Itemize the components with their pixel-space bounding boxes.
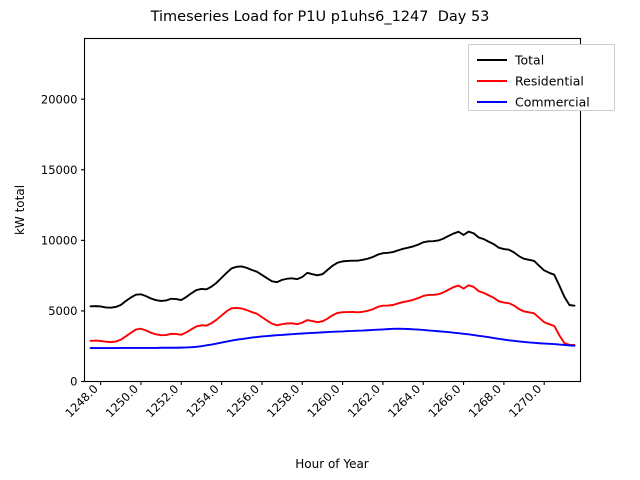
x-tick-label: 1264.0 [385, 382, 423, 420]
y-tick-label: 15000 [41, 163, 78, 177]
x-tick-label: 1258.0 [264, 382, 302, 420]
x-tick-label: 1256.0 [224, 382, 262, 420]
x-tick-label: 1252.0 [143, 382, 181, 420]
chart-legend: Total Residential Commercial [468, 44, 615, 111]
page-title: Timeseries Load for P1U p1uhs6_1247 Day … [150, 9, 490, 25]
y-tick-label: 5000 [48, 304, 77, 318]
x-tick-label: 1266.0 [425, 382, 463, 420]
x-tick-label: 1268.0 [466, 382, 504, 420]
x-tick-label: 1250.0 [103, 382, 141, 420]
y-tick-label: 20000 [41, 92, 78, 106]
data-series-group [89, 230, 576, 349]
legend-label-commercial: Commercial [515, 95, 590, 110]
x-tick-label: 1262.0 [345, 382, 383, 420]
y-tick-label: 10000 [41, 234, 78, 248]
series-line-total [89, 230, 576, 309]
plot-axes-frame [83, 37, 582, 383]
legend-entries: Total Residential Commercial [477, 53, 590, 110]
y-axis-ticks: 0 5000 10000 15000 20000 [41, 92, 85, 389]
series-line-commercial [89, 327, 576, 349]
legend-label-total: Total [514, 53, 544, 68]
x-tick-label: 1254.0 [183, 382, 221, 420]
x-tick-label: 1248.0 [62, 382, 100, 420]
x-axis-ticks: 1248.0 1250.0 1252.0 1254.0 1256.0 1258.0 1260… [62, 381, 545, 420]
x-tick-label: 1260.0 [304, 382, 342, 420]
series-line-residential [89, 284, 576, 346]
legend-label-residential: Residential [515, 74, 584, 89]
x-tick-label: 1270.0 [506, 382, 544, 420]
y-axis-label: kW total [13, 185, 27, 235]
x-axis-label: Hour of Year [295, 457, 369, 471]
y-tick-label: 0 [70, 375, 77, 389]
